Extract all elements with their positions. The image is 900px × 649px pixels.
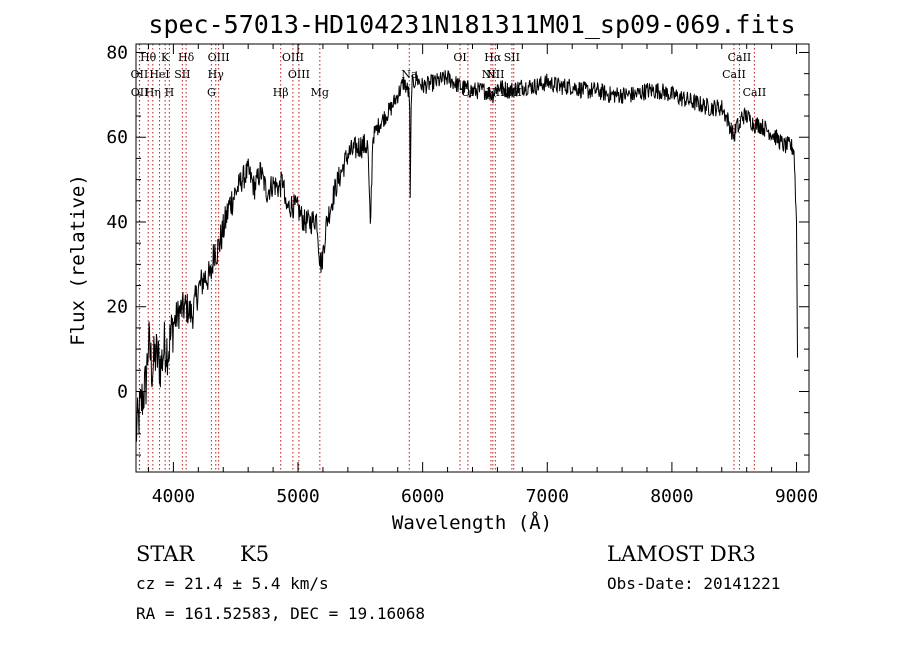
y-axis-ticks [136,51,809,456]
spectral-line-label: SII [504,51,520,64]
y-tick-label: 0 [117,381,128,402]
x-tick-label: 8000 [650,486,693,507]
spectral-line-label: OI [453,51,466,64]
spectral-line-label: CaII [722,68,746,81]
spectral-line-label: OII [131,86,149,99]
spectral-line-label: Hγ [208,68,225,81]
spectrum-series [135,70,798,442]
spectral-line-label: G [207,86,216,99]
x-tick-label: 9000 [775,486,818,507]
spectral-line-label: Hα [484,51,502,64]
coordinates: RA = 161.52583, DEC = 19.16068 [136,604,425,623]
y-axis-tick-labels: 0 20 40 60 80 [106,42,128,402]
spectral-line-label: SII [174,68,190,81]
x-tick-label: 7000 [526,486,569,507]
spectral-line-label: Hη [145,86,161,99]
x-axis-ticks [147,44,798,472]
spectral-line-label: OI [461,86,474,99]
spectral-line-label: OII [131,68,149,81]
spectral-line-label: CaII [728,51,752,64]
spectrum-line [135,70,798,442]
y-tick-label: 20 [106,297,128,318]
spectral-line-label: Hβ [273,86,289,99]
observation-date: Obs-Date: 20141221 [607,574,780,593]
redshift-cz: cz = 21.4 ± 5.4 km/s [136,574,329,593]
spectral-line-label: Na [401,68,418,81]
x-axis-tick-labels: 4000 5000 6000 7000 8000 9000 [152,486,819,507]
survey-name: LAMOST DR3 [607,542,756,566]
object-subclass: K5 [240,542,269,566]
spectral-line-label: SII [506,86,522,99]
y-tick-label: 80 [106,42,128,63]
object-class: STAR [136,542,195,566]
spectral-line-label: CaII [743,86,767,99]
spectral-line-label: Hθ [140,51,157,64]
spectral-line-label: OIII [208,51,230,64]
spectral-line-label: H [165,86,175,99]
spectral-line-label: Hδ [178,51,195,64]
y-tick-label: 40 [106,212,128,233]
spectral-line-label: NII [482,68,500,81]
spectral-line-label: OIII [288,68,310,81]
spectral-line-label: K [161,51,170,64]
spectral-line-label: OIII [282,51,304,64]
chart-title: spec-57013-HD104231N181311M01_sp09-069.f… [148,10,795,39]
y-axis-label: Flux (relative) [67,174,89,346]
spectral-line-label: NII [486,68,504,81]
x-tick-label: 6000 [401,486,444,507]
y-tick-label: 60 [106,127,128,148]
spectral-line-label: NII [486,86,504,99]
spectral-line-label: HeI [149,68,169,81]
x-axis-label: Wavelength (Å) [392,511,552,534]
x-tick-label: 5000 [276,486,319,507]
spectral-line-label: Mg [311,86,329,99]
x-tick-label: 4000 [152,486,195,507]
